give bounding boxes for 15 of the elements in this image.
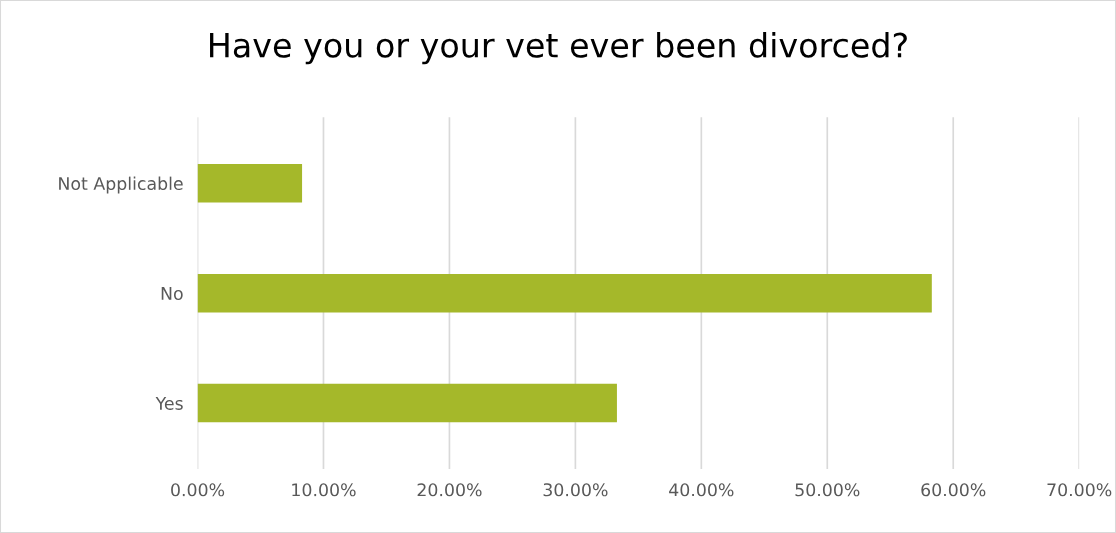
x-tick-label: 0.00% xyxy=(171,483,225,497)
bar xyxy=(197,383,617,423)
x-tick-label: 30.00% xyxy=(543,483,608,497)
y-tick-label: No xyxy=(161,287,183,300)
x-tick-label: 70.00% xyxy=(1047,483,1112,497)
bar xyxy=(197,273,932,313)
x-tick-label: 10.00% xyxy=(292,483,356,497)
chart-title: Have you or your vet ever been divorced? xyxy=(210,31,907,65)
x-tick-label: 40.00% xyxy=(669,483,734,497)
x-tick-label: 60.00% xyxy=(921,483,986,497)
x-tick-label: 20.00% xyxy=(417,483,482,497)
y-tick-label: Not Applicable xyxy=(59,176,183,194)
y-tick-label: Yes xyxy=(155,397,183,410)
x-tick-label: 50.00% xyxy=(795,483,860,497)
bar xyxy=(197,163,303,203)
